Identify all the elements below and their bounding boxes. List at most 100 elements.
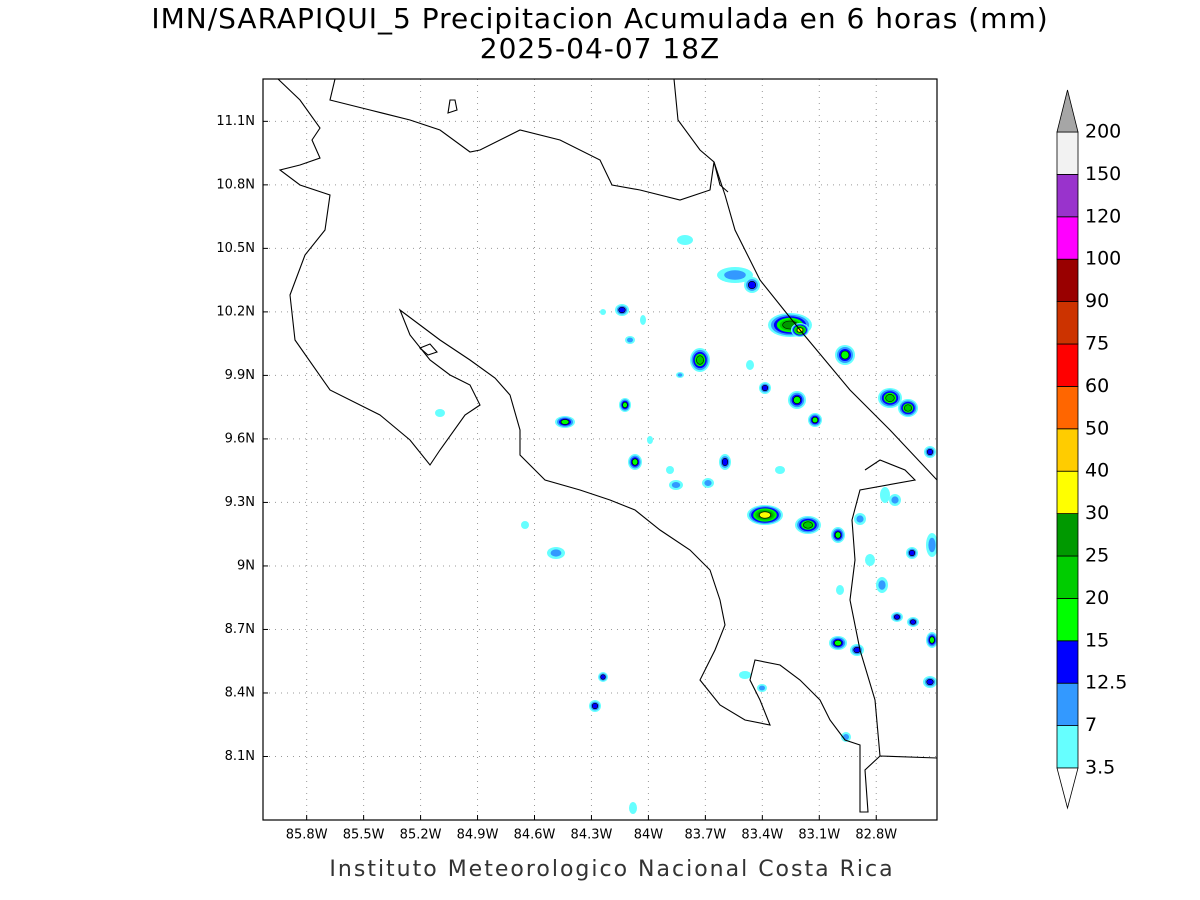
rain-cell (600, 309, 606, 315)
rain-cell (904, 404, 912, 412)
rain-cell (885, 394, 895, 402)
rain-cell (739, 671, 751, 679)
island (418, 343, 438, 356)
colorbar-box (1056, 725, 1079, 769)
rain-cell (640, 315, 646, 325)
lon-tick-label: 83.1W (798, 828, 840, 843)
rain-cell (880, 487, 890, 503)
rain-cell (647, 436, 653, 444)
rain-cell (759, 511, 771, 519)
colorbar-box (1056, 343, 1079, 387)
colorbar-label: 120 (1085, 205, 1121, 227)
colorbar-box (1056, 173, 1079, 218)
rain-cell (747, 280, 757, 290)
island (447, 99, 458, 114)
eastern-border (849, 459, 917, 757)
colorbar-label: 12.5 (1085, 672, 1127, 694)
rain-cell (761, 384, 769, 392)
rain-cell (600, 674, 606, 680)
lon-tick-label: 84.9W (457, 828, 499, 843)
colorbar-label: 90 (1085, 290, 1109, 312)
rain-cell (677, 235, 693, 245)
lat-tick-label: 9.6N (225, 431, 255, 446)
lon-tick-label: 85.8W (286, 828, 328, 843)
northern-border (329, 79, 729, 201)
rain-cell (666, 466, 674, 474)
colorbar-box (1056, 301, 1079, 345)
colorbar-box (1056, 682, 1079, 727)
rain-cell (591, 702, 599, 710)
rain-cell (724, 270, 746, 280)
rain-cell (909, 619, 917, 625)
rain-cell (677, 373, 683, 377)
rain-cell (893, 614, 901, 620)
rain-cell (793, 396, 801, 404)
lat-tick-label: 9.3N (225, 495, 255, 510)
lat-tick-label: 8.7N (225, 622, 255, 637)
rain-cell (721, 457, 729, 467)
colorbar-box (1056, 555, 1079, 599)
lon-tick-label: 84.6W (514, 828, 556, 843)
colorbar-box (1056, 258, 1079, 303)
lon-tick-label: 84W (634, 828, 664, 843)
rain-cell (834, 531, 842, 539)
colorbar: 3.5 7 12.5 15 20 25 30 40 50 60 75 90 100 120 150 200 (1056, 89, 1127, 810)
lon-tick-label: 82.8W (855, 828, 897, 843)
rain-cell (704, 480, 712, 486)
rain-cell (928, 537, 936, 553)
lon-tick-label: 85.5W (343, 828, 385, 843)
colorbar-label: 200 (1085, 121, 1121, 143)
colorbar-label: 3.5 (1085, 757, 1115, 779)
colorbar-box (1056, 385, 1079, 430)
axis-labels: 85.8W 85.5W 85.2W 84.9W 84.6W 84.3W 84W 83.7W 83… (216, 114, 897, 843)
rain-cell (865, 554, 875, 566)
colorbar-label: 60 (1085, 375, 1109, 397)
colorbar-label: 20 (1085, 587, 1109, 609)
colorbar-box (1056, 640, 1079, 684)
colorbar-label: 40 (1085, 460, 1109, 482)
rain-cell (618, 306, 626, 314)
title: IMN/SARAPIQUI_5 Precipitacion Acumulada … (151, 2, 1048, 35)
colorbar-label: 75 (1085, 333, 1109, 355)
rain-cell (550, 549, 562, 557)
lat-tick-label: 8.1N (225, 749, 255, 764)
lon-tick-label: 85.2W (400, 828, 442, 843)
rain-cell (803, 521, 813, 529)
rain-cell (929, 636, 935, 644)
lon-tick-label: 84.3W (571, 828, 613, 843)
lon-tick-label: 83.4W (741, 828, 783, 843)
colorbar-box (1056, 513, 1079, 557)
map-frame (262, 78, 938, 821)
lat-tick-label: 10.5N (216, 241, 255, 256)
rain-cell (435, 409, 445, 417)
rain-cell (759, 685, 765, 691)
colorbar-label: 15 (1085, 629, 1109, 651)
rain-cell (629, 802, 637, 814)
lat-tick-label: 9N (237, 558, 255, 573)
rain-cell (834, 639, 842, 647)
rain-cell (696, 355, 704, 365)
lon-tick-label: 83.7W (684, 828, 726, 843)
rain-cell (627, 337, 633, 343)
rain-cell (631, 458, 639, 466)
colorbar-box (1056, 131, 1079, 175)
rain-cell (836, 585, 844, 595)
pacific-coast (277, 79, 937, 813)
colorbar-label: 7 (1085, 714, 1097, 736)
colorbar-low-arrow (1056, 767, 1079, 810)
colorbar-box (1056, 598, 1079, 642)
rain-cell (521, 521, 529, 529)
rain-cell (878, 580, 886, 590)
rain-cell (775, 466, 785, 474)
rain-cell (560, 419, 570, 425)
rain-cell (891, 496, 899, 504)
colorbar-label: 25 (1085, 545, 1109, 567)
colorbar-label: 100 (1085, 248, 1121, 270)
rain-cell (671, 482, 681, 488)
rain-cell (840, 350, 850, 360)
grid (263, 79, 937, 820)
rain-cell (746, 360, 754, 370)
subtitle: 2025-04-07 18Z (480, 32, 720, 65)
lat-tick-label: 9.9N (225, 368, 255, 383)
colorbar-box (1056, 470, 1079, 515)
